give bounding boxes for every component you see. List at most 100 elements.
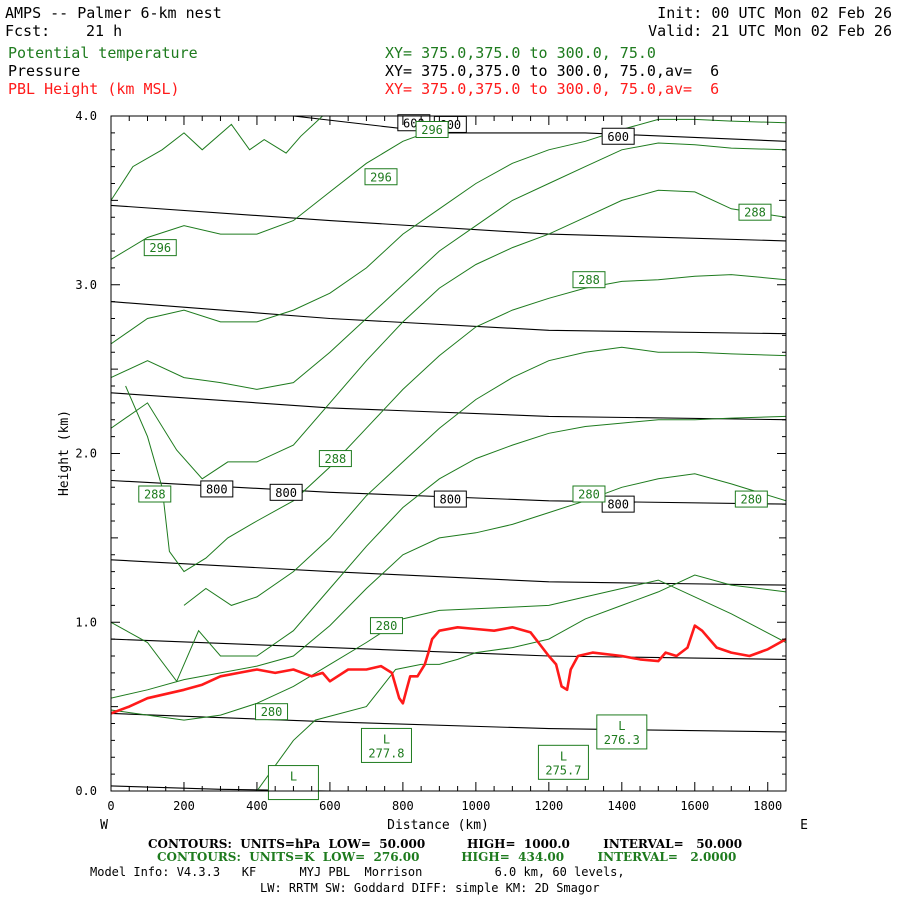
- pressure-label-4: 800: [269, 483, 303, 501]
- theta-label-1-box: [364, 168, 398, 186]
- theta-label-9-text: 280: [376, 619, 398, 633]
- y-tick-label-1: 1.0: [75, 615, 97, 629]
- footer-model-info: Model Info: V4.3.3 KF MYJ PBL Morrison 6…: [90, 865, 625, 879]
- init-time: Init: 00 UTC Mon 02 Feb 26: [657, 4, 892, 22]
- theta-label-6-box: [138, 485, 172, 503]
- x-tick-label-4: 800: [392, 799, 414, 813]
- theta-label-0-box: [415, 121, 449, 138]
- theta-low-value-2: 275.7: [545, 763, 581, 777]
- y-axis-label: Height (km): [57, 410, 72, 496]
- x-tick-label-6: 1200: [534, 799, 563, 813]
- field-theta-name: Potential temperature: [8, 44, 198, 62]
- theta-label-7: 280: [572, 485, 606, 503]
- theta-low-letter-1: L: [618, 719, 625, 733]
- theta-label-10-box: [255, 703, 289, 721]
- plot-frame: [110, 115, 787, 792]
- field-pressure-name: Pressure: [8, 62, 81, 80]
- theta-label-5-text: 288: [325, 452, 347, 466]
- pbl-height-line: [111, 624, 786, 715]
- theta-contour-10: [256, 574, 786, 791]
- x-tick-label-9: 1800: [753, 799, 782, 813]
- theta-low-box-3: [267, 765, 319, 801]
- pressure-label-3-text: 800: [206, 482, 228, 496]
- theta-label-6: 288: [138, 485, 172, 503]
- pressure-label-5-box: [433, 490, 467, 508]
- pressure-label-2-box: [601, 127, 635, 145]
- pressure-label-6: 800: [601, 495, 635, 513]
- pressure-label-4-text: 800: [275, 486, 297, 500]
- theta-low-box-0: [360, 727, 412, 763]
- theta-label-9: 280: [369, 617, 403, 635]
- pressure-contour-750: [111, 392, 786, 421]
- footer-physics: LW: RRTM SW: Goddard DIFF: simple KM: 2D…: [260, 881, 600, 895]
- x-tick-label-7: 1400: [607, 799, 636, 813]
- pressure-label-2: 600: [601, 127, 635, 145]
- theta-label-1: 296: [364, 168, 398, 186]
- theta-label-10: 280: [255, 703, 289, 721]
- pressure-contour-700: [111, 301, 786, 335]
- theta-label-8-text: 280: [740, 493, 762, 507]
- theta-low-letter-0: L: [383, 732, 390, 746]
- theta-label-9-box: [369, 617, 403, 635]
- field-pbl-xy: XY= 375.0,375.0 to 300.0, 75.0,av= 6: [385, 80, 720, 98]
- theta-low-box-1: [596, 714, 648, 750]
- theta-label-7-text: 280: [578, 488, 600, 502]
- field-theta-xy: XY= 375.0,375.0 to 300.0, 75.0: [385, 44, 656, 62]
- pressure-label-3: 800: [200, 480, 234, 498]
- x-tick-label-1: 200: [173, 799, 195, 813]
- theta-contour-1: [111, 116, 458, 260]
- theta-label-2-box: [143, 239, 177, 257]
- theta-label-6-text: 288: [144, 488, 166, 502]
- x-tick-label-5: 1000: [461, 799, 490, 813]
- theta-label-2-text: 296: [149, 241, 171, 255]
- x-axis-label: Distance (km): [387, 818, 489, 833]
- y-tick-label-2: 2.0: [75, 447, 97, 461]
- theta-label-4: 288: [572, 271, 606, 289]
- theta-label-4-text: 288: [578, 273, 600, 287]
- theta-contour-7: [111, 415, 786, 683]
- valid-time: Valid: 21 UTC Mon 02 Feb 26: [648, 22, 892, 40]
- west-label: W: [100, 818, 108, 833]
- east-label: E: [800, 818, 808, 833]
- theta-contour-8: [111, 473, 786, 699]
- theta-low-3: L: [267, 765, 319, 801]
- pressure-label-6-box: [601, 495, 635, 513]
- theta-label-10-text: 280: [261, 705, 283, 719]
- pressure-label-3-box: [200, 480, 234, 498]
- pressure-contours: [111, 116, 786, 791]
- theta-label-8-box: [734, 490, 768, 508]
- theta-label-4-box: [572, 271, 606, 289]
- x-tick-label-2: 400: [246, 799, 268, 813]
- theta-label-7-box: [572, 485, 606, 503]
- theta-low-box-2: [537, 744, 589, 780]
- theta-label-0: 296: [415, 121, 449, 138]
- pressure-contour-900: [111, 638, 786, 660]
- pressure-label-4-box: [269, 483, 303, 501]
- pbl-height-series: [111, 624, 786, 715]
- theta-contour-2: [111, 118, 786, 345]
- theta-contour-6: [183, 346, 786, 606]
- pressure-label-5-text: 800: [439, 493, 461, 507]
- theta-label-1-text: 296: [370, 170, 392, 184]
- axes: 0 200 400 600 800 1000 1200 1400 1600 1800 0.0 1.0 2…: [75, 109, 787, 813]
- theta-label-2: 296: [143, 239, 177, 257]
- pressure-contour-950: [111, 712, 786, 733]
- field-pbl-name: PBL Height (km MSL): [8, 80, 180, 98]
- theta-label-5: 288: [318, 450, 352, 468]
- theta-contours: [111, 116, 786, 791]
- x-tick-label-3: 600: [319, 799, 341, 813]
- theta-label-3-text: 288: [744, 206, 766, 220]
- pressure-contour-650: [111, 204, 786, 242]
- fcst-value: 21 h: [86, 22, 123, 40]
- theta-label-3: 288: [738, 203, 772, 221]
- theta-low-value-1: 276.3: [604, 733, 640, 747]
- theta-contour-4: [111, 189, 786, 480]
- footer-contours-pressure: CONTOURS: UNITS=hPa LOW= 50.000 HIGH= 10…: [148, 837, 743, 851]
- pressure-contour-850: [111, 559, 786, 586]
- y-tick-label-4: 4.0: [75, 109, 97, 123]
- x-tick-label-8: 1600: [680, 799, 709, 813]
